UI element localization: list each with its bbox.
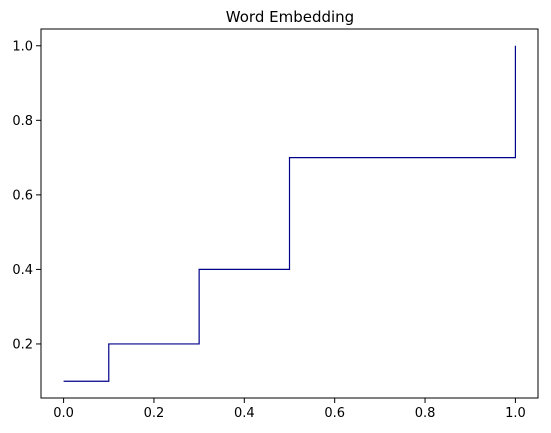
y-tick-label: 0.2 (12, 337, 33, 352)
y-tick-label: 1.0 (12, 39, 33, 54)
chart-title: Word Embedding (226, 8, 354, 26)
x-tick-label: 1.0 (505, 406, 526, 421)
axes-frame (40, 28, 539, 399)
x-tick-label: 0.6 (324, 406, 345, 421)
x-tick-label: 0.2 (144, 406, 165, 421)
y-tick-label: 0.6 (12, 188, 33, 203)
y-tick-label: 0.4 (12, 263, 33, 278)
x-tick-label: 0.4 (234, 406, 255, 421)
y-tick-label: 0.8 (12, 114, 33, 129)
series-line-0 (63, 45, 517, 382)
plot-area (63, 45, 517, 382)
axes: 0.0 0.2 0.4 0.6 0.8 1.0 0.2 0.4 0.6 0.8 1.0 (12, 28, 539, 421)
x-tick-label: 0.0 (53, 406, 74, 421)
x-tick-label: 0.8 (415, 406, 436, 421)
